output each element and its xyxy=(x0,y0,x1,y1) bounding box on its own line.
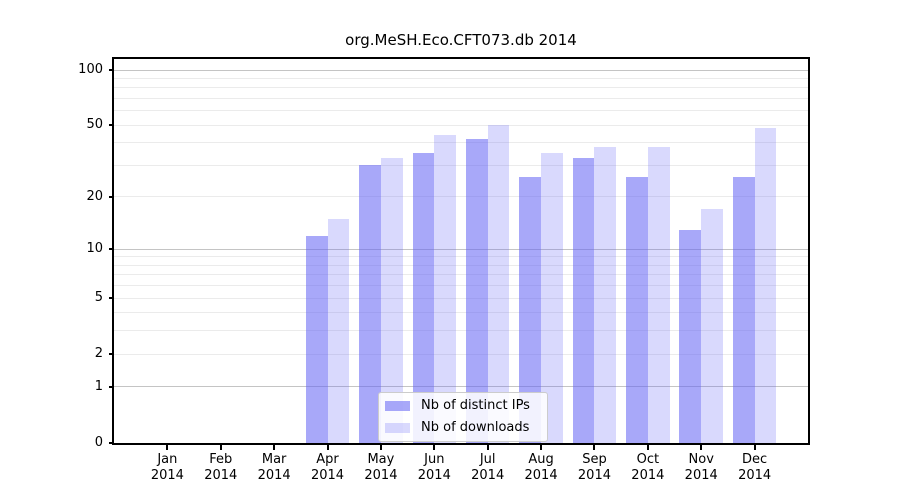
major-gridline xyxy=(114,386,808,388)
bar-ips-jun xyxy=(412,153,435,443)
x-tick-label-apr: Apr 2014 xyxy=(310,452,345,483)
x-tick-label-may: May 2014 xyxy=(364,452,398,483)
x-tick-label-aug: Aug 2014 xyxy=(524,452,558,483)
y-tick-label: 0 xyxy=(94,435,103,450)
y-tick-mark xyxy=(109,385,114,388)
x-tick-label-sep: Sep 2014 xyxy=(577,452,611,483)
legend: Nb of distinct IPs Nb of downloads xyxy=(378,392,548,442)
y-tick-mark xyxy=(109,442,114,444)
bar-ips-nov xyxy=(679,229,702,443)
x-tick-mark xyxy=(326,445,329,450)
major-gridline xyxy=(114,69,808,71)
x-tick-label-feb: Feb 2014 xyxy=(204,452,238,483)
minor-gridline xyxy=(114,110,808,112)
legend-item-downloads: Nb of downloads xyxy=(385,420,539,435)
x-tick-label-jun: Jun 2014 xyxy=(417,452,451,483)
bar-ips-jul xyxy=(465,139,488,443)
minor-gridline xyxy=(114,77,808,79)
legend-label-distinct-ips: Nb of distinct IPs xyxy=(421,398,530,413)
minor-gridline xyxy=(114,142,808,144)
y-tick-mark xyxy=(109,248,114,251)
minor-gridline xyxy=(114,285,808,287)
minor-gridline xyxy=(114,164,808,166)
y-tick-label: 50 xyxy=(86,117,103,133)
x-tick-mark xyxy=(753,445,756,450)
x-tick-mark xyxy=(166,445,169,450)
bar-downloads-dec xyxy=(754,128,777,443)
minor-gridline xyxy=(114,312,808,314)
minor-gridline xyxy=(114,87,808,89)
bar-downloads-jun xyxy=(434,135,457,443)
y-tick-label: 100 xyxy=(78,62,103,77)
minor-gridline xyxy=(114,196,808,198)
x-tick-mark xyxy=(540,445,543,450)
chart-title: org.MeSH.Eco.CFT073.db 2014 xyxy=(345,31,577,49)
plot-area xyxy=(112,57,810,445)
bar-ips-oct xyxy=(626,176,648,443)
minor-gridline xyxy=(114,274,808,276)
minor-gridline xyxy=(114,330,808,332)
legend-swatch-downloads xyxy=(385,422,410,433)
y-tick-mark xyxy=(109,195,114,198)
x-tick-label-mar: Mar 2014 xyxy=(257,452,291,483)
x-tick-label-oct: Oct 2014 xyxy=(631,452,665,483)
y-tick-mark xyxy=(109,353,114,356)
x-tick-label-nov: Nov 2014 xyxy=(684,452,718,483)
x-tick-mark xyxy=(219,445,222,450)
bar-downloads-sep xyxy=(594,146,617,443)
bar-downloads-oct xyxy=(647,146,670,443)
y-tick-label: 5 xyxy=(94,290,103,306)
major-gridline xyxy=(114,248,808,250)
y-tick-label: 2 xyxy=(94,346,103,362)
y-tick-mark xyxy=(109,124,114,127)
x-tick-label-dec: Dec 2014 xyxy=(738,452,772,483)
minor-gridline xyxy=(114,264,808,266)
y-tick-label: 20 xyxy=(86,188,103,204)
minor-gridline xyxy=(114,297,808,299)
bar-ips-may xyxy=(359,165,381,443)
y-tick-label: 10 xyxy=(86,241,103,257)
x-tick-mark xyxy=(593,445,596,450)
x-tick-mark xyxy=(646,445,649,450)
legend-label-downloads: Nb of downloads xyxy=(421,420,530,435)
bar-ips-sep xyxy=(572,157,595,443)
x-tick-label-jul: Jul 2014 xyxy=(471,452,505,483)
y-tick-mark xyxy=(109,297,114,300)
x-tick-mark xyxy=(700,445,703,450)
minor-gridline xyxy=(114,256,808,258)
x-tick-mark xyxy=(486,445,489,450)
y-tick-label: 1 xyxy=(94,378,103,394)
x-tick-label-jan: Jan 2014 xyxy=(150,452,184,483)
y-tick-mark xyxy=(109,69,114,71)
legend-item-distinct-ips: Nb of distinct IPs xyxy=(385,398,539,413)
bar-ips-apr xyxy=(305,235,328,443)
bar-ips-aug xyxy=(519,176,542,443)
x-tick-mark xyxy=(433,445,436,450)
minor-gridline xyxy=(114,353,808,355)
bar-downloads-jul xyxy=(487,125,510,443)
legend-swatch-distinct-ips xyxy=(385,400,410,411)
x-tick-mark xyxy=(379,445,382,450)
minor-gridline xyxy=(114,124,808,126)
minor-gridline xyxy=(114,97,808,99)
bar-downloads-apr xyxy=(327,218,350,443)
bar-downloads-may xyxy=(380,157,403,443)
bar-ips-dec xyxy=(732,176,755,443)
bar-downloads-nov xyxy=(701,209,724,443)
x-tick-mark xyxy=(273,445,276,450)
bar-downloads-aug xyxy=(541,153,563,443)
